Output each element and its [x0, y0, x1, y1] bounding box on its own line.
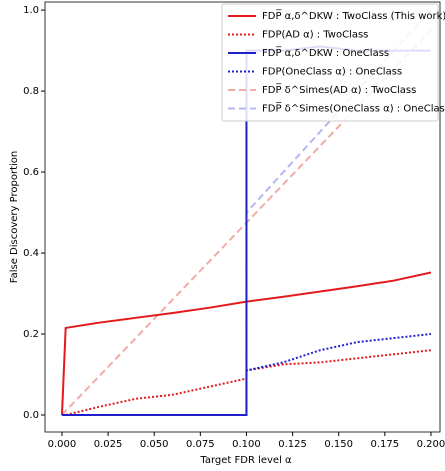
legend-label: FDP̅ α,δ^DKW : TwoClass (This work) — [262, 9, 445, 22]
x-tick-label: 0.025 — [94, 439, 123, 450]
legend-label: FDP(AD α) : TwoClass — [262, 30, 368, 41]
legend-label: FDP̅ δ^Simes(AD α) : TwoClass — [262, 83, 416, 96]
y-tick-label: 0.2 — [23, 329, 39, 340]
x-tick-label: 0.175 — [371, 439, 400, 450]
series-line — [60, 271, 432, 416]
x-tick-label: 0.075 — [186, 439, 215, 450]
legend: FDP̅ α,δ^DKW : TwoClass (This work) FDP(A… — [221, 3, 445, 122]
y-tick-label: 1.0 — [23, 5, 39, 16]
legend-label: FDP̅ δ^Simes(OneClass α) : OneClass — [262, 102, 445, 115]
x-axis-label: Target FDR level α — [199, 455, 292, 466]
y-tick-label: 0.8 — [23, 86, 39, 97]
x-tick-label: 0.000 — [48, 439, 77, 450]
legend-label: FDP̅ α,δ^DKW : OneClass — [262, 46, 389, 59]
x-tick-label: 0.150 — [324, 439, 353, 450]
y-tick-label: 0.6 — [23, 167, 39, 178]
x-tick-label: 0.200 — [417, 439, 445, 450]
y-axis-label: False Discovery Proportion — [9, 151, 20, 283]
y-tick-label: 0.0 — [23, 410, 39, 421]
legend-box — [221, 3, 439, 122]
x-tick-label: 0.125 — [278, 439, 307, 450]
y-tick-label: 0.4 — [23, 248, 39, 259]
legend-label: FDP(OneClass α) : OneClass — [262, 67, 402, 78]
plot-area — [44, 1, 441, 433]
series-line — [61, 333, 432, 416]
x-tick-label: 0.100 — [232, 439, 261, 450]
x-tick-label: 0.050 — [140, 439, 169, 450]
